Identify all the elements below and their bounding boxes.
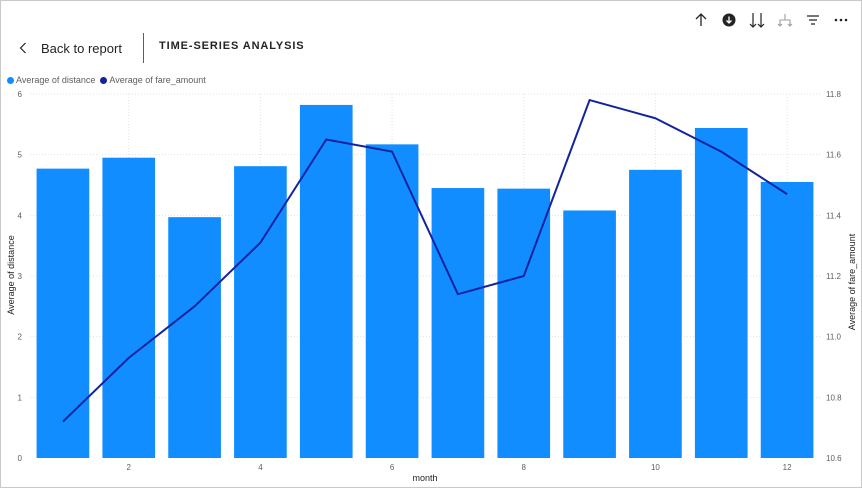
y-right-tick-label: 11.6 [826,151,842,160]
y-right-tick-label: 11.2 [826,272,842,281]
y-left-tick-label: 0 [18,454,23,463]
chevron-left-icon [19,42,26,54]
legend-dot-distance [7,76,14,84]
y-right-tick-label: 10.6 [826,454,842,463]
drill-down-icon [722,13,736,27]
bar-month-10 [629,169,682,459]
legend-dot-fare [100,76,108,84]
bar-month-11 [694,127,748,459]
bar-month-9 [563,210,616,458]
legend-item-distance[interactable]: Average of distance [7,75,95,85]
more-options-icon [834,18,848,22]
legend-label-distance: Average of distance [16,75,96,85]
next-level-button[interactable] [743,9,771,31]
expand-hierarchy-icon [777,14,793,27]
arrow-up-icon [695,13,707,26]
bar-month-1 [36,168,90,458]
y-left-tick-label: 5 [18,151,23,160]
x-tick-label: 2 [127,463,132,472]
y-right-tick-label: 11.0 [826,333,842,342]
filter-icon [807,15,819,25]
header-divider [143,33,144,63]
page-title: TIME-SERIES ANALYSIS [159,40,305,52]
visual-toolbar [687,9,855,31]
y-left-tick-label: 1 [18,393,23,402]
more-options-button[interactable] [827,9,855,31]
bar-month-2 [102,157,156,458]
bar-month-4 [234,166,287,458]
distance-bars [36,104,814,459]
expand-all-button[interactable] [771,9,799,31]
drill-up-button[interactable] [687,9,715,31]
y-right-tick-label: 11.4 [826,211,842,220]
x-axis-title: month [412,473,437,483]
back-to-report-button[interactable]: Back to report [19,37,122,59]
report-header: Back to report TIME-SERIES ANALYSIS [1,33,861,63]
y-left-tick-label: 2 [18,333,23,342]
x-tick-label: 4 [258,463,263,472]
y-right-tick-label: 10.8 [826,393,842,402]
y-right-axis-title: Average of fare_amount [847,233,857,330]
bar-month-5 [299,104,353,459]
x-tick-label: 6 [390,463,395,472]
x-tick-label: 12 [783,463,792,472]
bar-month-6 [365,144,419,458]
drill-mode-button[interactable] [715,9,743,31]
legend-item-fare[interactable]: Average of fare_amount [100,75,206,85]
y-left-tick-label: 4 [18,211,23,220]
back-to-report-label: Back to report [41,40,122,56]
filter-button[interactable] [799,9,827,31]
fare-line-path [62,99,788,423]
bar-month-12 [760,181,814,458]
legend-label-fare: Average of fare_amount [109,75,206,85]
y-right-tick-label: 11.8 [826,90,842,99]
fare-line [62,99,788,423]
y-left-tick-label: 3 [18,272,23,281]
bar-month-7 [431,188,485,459]
x-tick-label: 10 [651,463,660,472]
x-tick-label: 8 [522,463,527,472]
bar-month-3 [168,217,221,458]
y-left-axis-title: Average of distance [6,235,16,314]
bar-month-8 [497,188,551,458]
y-left-tick-label: 6 [18,90,23,99]
chart-legend: Average of distance Average of fare_amou… [7,73,211,87]
expand-down-icon [749,13,765,28]
